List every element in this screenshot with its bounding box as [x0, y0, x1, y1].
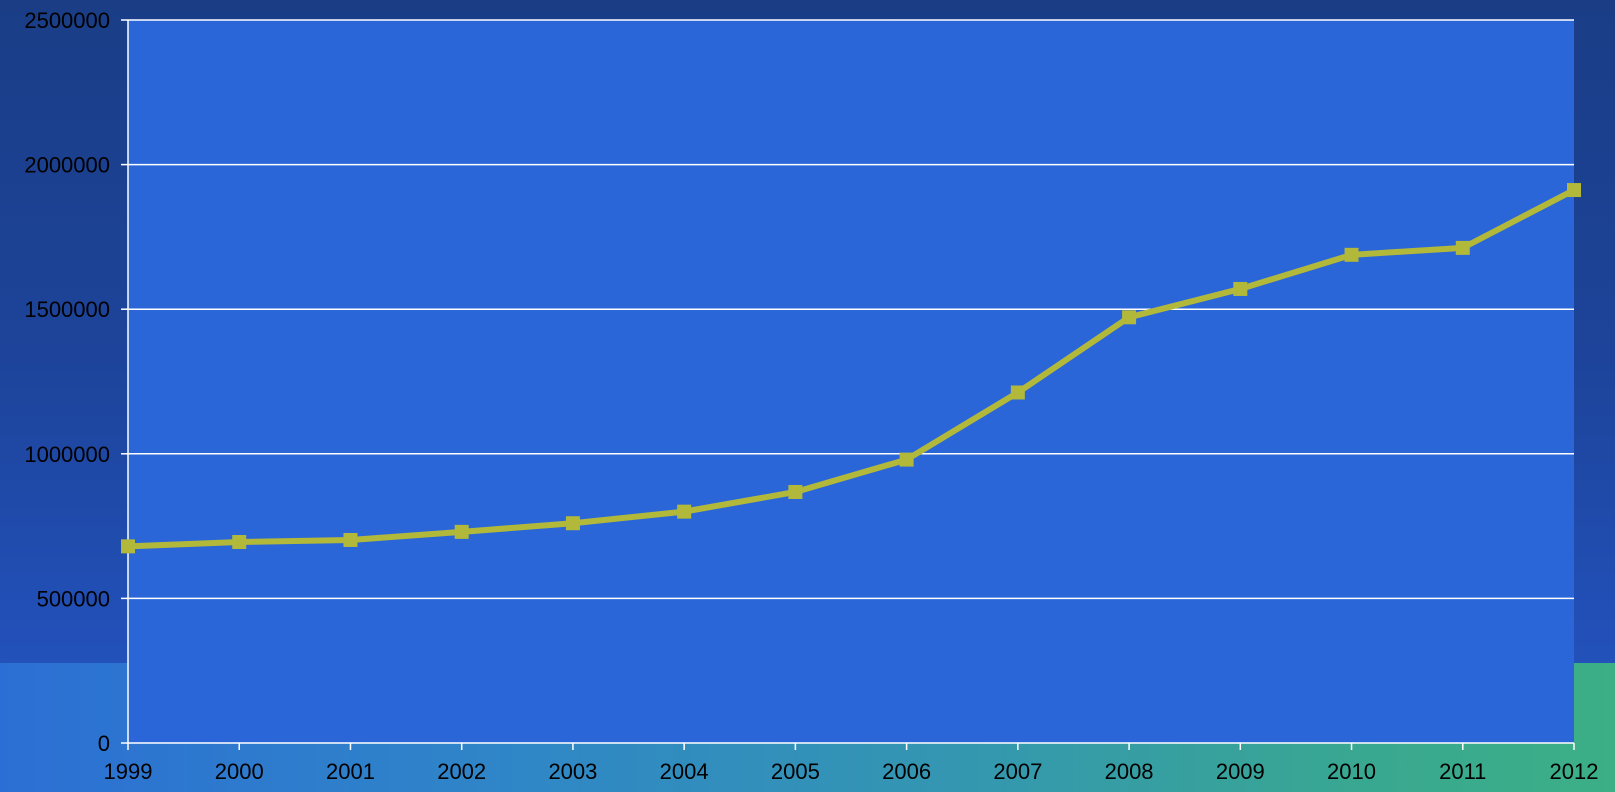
- data-point-marker: [1010, 385, 1025, 400]
- data-point-marker: [1567, 183, 1581, 198]
- gridlines: [128, 19, 1574, 600]
- data-point-marker: [1455, 240, 1470, 255]
- x-tick-label: 2001: [326, 759, 375, 784]
- data-point-marker: [1122, 310, 1137, 325]
- series-group: [121, 183, 1581, 554]
- y-tick-label: 1000000: [24, 442, 110, 467]
- data-point-marker: [1233, 281, 1248, 296]
- data-point-marker: [677, 504, 692, 519]
- x-tick-label: 2010: [1327, 759, 1376, 784]
- data-point-marker: [565, 516, 580, 531]
- data-point-marker: [343, 532, 358, 547]
- x-tick-label: 1999: [104, 759, 153, 784]
- data-point-marker: [788, 484, 803, 499]
- x-axis-ticks: 1999 2000 2001 2002 2003 2004 2005 2006 2007 2008…: [104, 743, 1599, 784]
- y-tick-label: 0: [98, 731, 110, 756]
- axes: [127, 20, 1574, 744]
- y-tick-label: 500000: [37, 586, 110, 611]
- y-axis-ticks: 0 500000 1000000 1500000 2000000 2500000: [24, 8, 128, 756]
- x-tick-label: 2002: [437, 759, 486, 784]
- x-tick-label: 2003: [548, 759, 597, 784]
- x-tick-label: 2011: [1439, 759, 1486, 784]
- data-point-marker: [121, 539, 135, 554]
- x-tick-label: 2005: [771, 759, 820, 784]
- plot-area: [128, 20, 1574, 743]
- y-tick-label: 1500000: [24, 297, 110, 322]
- data-point-marker: [454, 524, 469, 539]
- y-tick-label: 2500000: [24, 8, 110, 33]
- data-point-marker: [899, 452, 914, 467]
- data-point-marker: [1344, 247, 1359, 262]
- x-tick-label: 2000: [215, 759, 264, 784]
- data-point-marker: [232, 535, 247, 550]
- x-tick-label: 2012: [1550, 759, 1599, 784]
- x-tick-label: 2009: [1216, 759, 1265, 784]
- series-line: [127, 187, 1576, 550]
- x-tick-label: 2004: [660, 759, 709, 784]
- x-tick-label: 2008: [1105, 759, 1154, 784]
- x-tick-label: 2007: [993, 759, 1042, 784]
- x-tick-label: 2006: [882, 759, 931, 784]
- y-tick-label: 2000000: [24, 153, 110, 178]
